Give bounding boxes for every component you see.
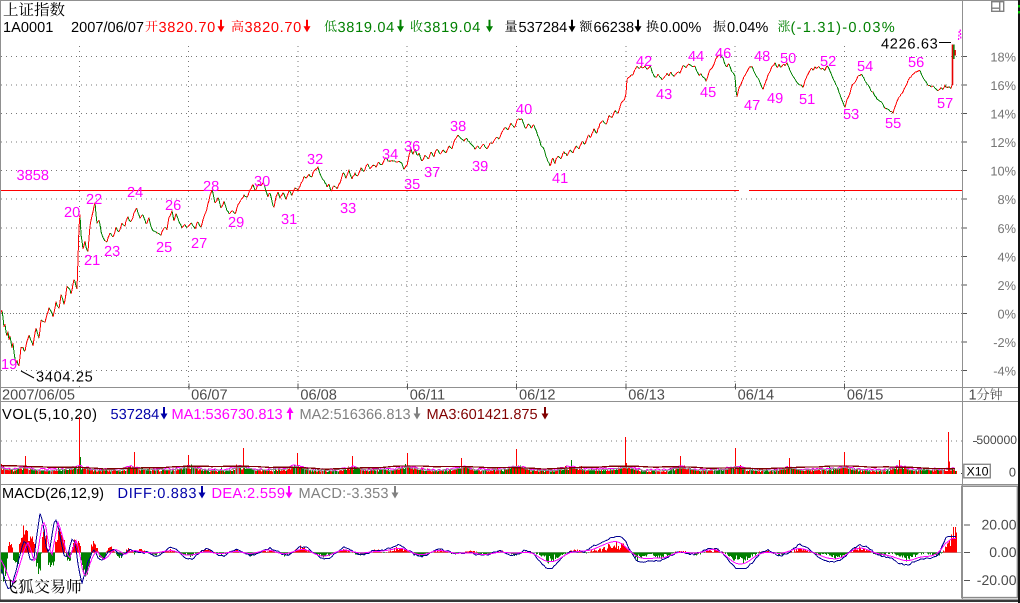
svg-text:52: 52 — [820, 54, 836, 70]
svg-text:28: 28 — [203, 179, 219, 195]
svg-text:40: 40 — [516, 102, 532, 118]
svg-text:4%: 4% — [998, 249, 1017, 264]
svg-text:DEA:2.559: DEA:2.559 — [212, 486, 286, 502]
svg-text:29: 29 — [228, 215, 244, 231]
svg-text:06/08: 06/08 — [300, 387, 337, 403]
svg-text:36: 36 — [404, 139, 420, 155]
svg-text:-2%: -2% — [993, 335, 1016, 350]
svg-text:06/15: 06/15 — [847, 387, 884, 403]
svg-text:32: 32 — [307, 152, 323, 168]
svg-text:0.04%: 0.04% — [727, 20, 768, 36]
svg-text:39: 39 — [472, 159, 488, 175]
svg-text:1A0001: 1A0001 — [3, 20, 53, 36]
svg-text:43: 43 — [656, 87, 672, 103]
svg-text:57: 57 — [937, 96, 953, 112]
svg-text:2007/06/05: 2007/06/05 — [2, 387, 75, 403]
svg-text:37: 37 — [424, 165, 440, 181]
svg-text:66238: 66238 — [594, 20, 635, 36]
svg-text:MA3:601421.875: MA3:601421.875 — [427, 407, 538, 423]
svg-text:3820.70: 3820.70 — [245, 20, 302, 36]
svg-text:38: 38 — [450, 119, 466, 135]
svg-text:20: 20 — [64, 205, 80, 221]
svg-text:18%: 18% — [990, 50, 1016, 65]
svg-text:53: 53 — [843, 107, 859, 123]
svg-text:-4%: -4% — [993, 364, 1016, 379]
svg-text:MA1:536730.813: MA1:536730.813 — [172, 407, 283, 423]
svg-text:42: 42 — [636, 54, 652, 70]
svg-text:06/11: 06/11 — [410, 387, 445, 403]
svg-text:3820.70: 3820.70 — [159, 20, 216, 36]
svg-text:DIFF:0.883: DIFF:0.883 — [118, 486, 197, 502]
svg-text:MA2:516366.813: MA2:516366.813 — [300, 407, 411, 423]
svg-text:537284: 537284 — [111, 407, 160, 423]
svg-text:55: 55 — [885, 116, 901, 132]
svg-text:3404.25: 3404.25 — [36, 370, 93, 386]
svg-text:48: 48 — [754, 49, 770, 65]
svg-text:26: 26 — [165, 198, 181, 214]
svg-text:06/14: 06/14 — [738, 387, 775, 403]
svg-text:0: 0 — [1009, 464, 1016, 479]
svg-text:23: 23 — [104, 244, 120, 260]
svg-text:33: 33 — [340, 201, 356, 217]
svg-text:2%: 2% — [998, 278, 1017, 293]
svg-text:MACD(26,12,9): MACD(26,12,9) — [2, 486, 104, 502]
svg-text:3819.04: 3819.04 — [424, 20, 481, 36]
svg-text:X10: X10 — [967, 464, 989, 478]
svg-text:6%: 6% — [998, 221, 1017, 236]
svg-text:12%: 12% — [990, 135, 1016, 150]
svg-text:8%: 8% — [998, 192, 1017, 207]
svg-text:06/12: 06/12 — [519, 387, 556, 403]
svg-text:3819.04: 3819.04 — [338, 20, 395, 36]
svg-text:24: 24 — [127, 185, 143, 201]
svg-text:21: 21 — [84, 253, 100, 269]
svg-text:54: 54 — [857, 59, 873, 75]
svg-text:3858: 3858 — [17, 168, 49, 184]
svg-text:2007/06/07: 2007/06/07 — [71, 20, 144, 36]
svg-text:16%: 16% — [990, 78, 1016, 93]
svg-text:4226.63: 4226.63 — [881, 37, 938, 53]
svg-text:500000: 500000 — [976, 433, 1017, 447]
svg-text:1: 1 — [969, 387, 977, 403]
svg-text:56: 56 — [908, 55, 924, 71]
svg-text:VOL(5,10,20): VOL(5,10,20) — [2, 407, 97, 423]
svg-text:06/13: 06/13 — [628, 387, 665, 403]
svg-text:0.00%: 0.00% — [660, 20, 701, 36]
svg-text:31: 31 — [281, 212, 297, 228]
svg-text:44: 44 — [688, 49, 704, 65]
svg-text:537284: 537284 — [519, 20, 568, 36]
svg-text:20.00: 20.00 — [981, 517, 1016, 533]
svg-text:47: 47 — [744, 98, 760, 114]
svg-text:10%: 10% — [990, 164, 1016, 179]
svg-text:34: 34 — [382, 147, 398, 163]
svg-text:22: 22 — [86, 192, 102, 208]
svg-text:46: 46 — [715, 46, 731, 62]
svg-text:06/07: 06/07 — [191, 387, 228, 403]
svg-text:-20.00: -20.00 — [977, 572, 1017, 588]
svg-text:(-1.31)-0.03%: (-1.31)-0.03% — [791, 20, 896, 36]
svg-text:27: 27 — [191, 236, 207, 252]
svg-text:14%: 14% — [990, 107, 1016, 122]
svg-text:19: 19 — [1, 357, 17, 373]
svg-text:50: 50 — [780, 51, 796, 67]
svg-text:45: 45 — [700, 85, 716, 101]
svg-text:41: 41 — [552, 171, 568, 187]
svg-text:MACD:-3.353: MACD:-3.353 — [299, 486, 389, 502]
svg-text:30: 30 — [254, 174, 270, 190]
svg-text:0.00: 0.00 — [989, 544, 1016, 560]
svg-text:49: 49 — [767, 91, 783, 107]
svg-text:0%: 0% — [998, 306, 1017, 321]
svg-text:51: 51 — [799, 92, 815, 108]
svg-text:25: 25 — [156, 240, 172, 256]
svg-text:35: 35 — [404, 177, 420, 193]
